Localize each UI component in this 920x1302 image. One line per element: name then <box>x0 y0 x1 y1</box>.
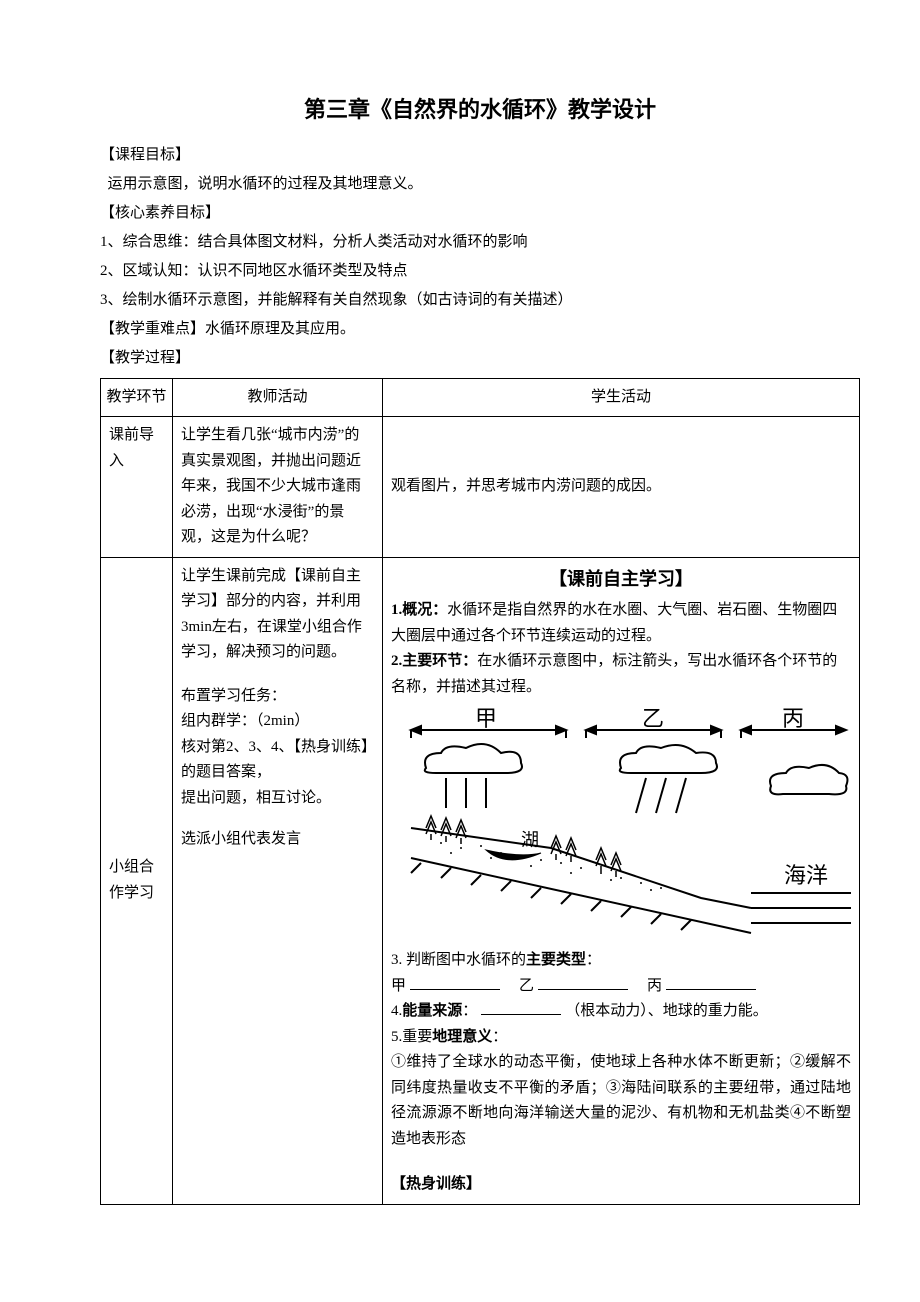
p1-label: 1.概况： <box>391 602 447 618</box>
p5-b: 地理意义 <box>432 1029 492 1045</box>
blank-energy <box>481 1000 561 1015</box>
prestudy-p1: 1.概况：水循环是指自然界的水在水圈、大气圈、岩石圈、生物圈四大圈层中通过各个环… <box>391 598 851 649</box>
table-row: 课前导入 让学生看几张“城市内涝”的真实景观图，并抛出问题近年来，我国不少大城市… <box>101 417 860 558</box>
header-student: 学生活动 <box>383 378 860 417</box>
p3-bing: 丙 <box>647 978 662 994</box>
p4-b: 能量来源 <box>402 1003 462 1019</box>
table-header-row: 教学环节 教师活动 学生活动 <box>101 378 860 417</box>
cell-student-intro: 观看图片，并思考城市内涝问题的成因。 <box>383 417 860 558</box>
prestudy-p4: 4.能量来源： （根本动力）、地球的重力能。 <box>391 999 851 1025</box>
p4-c: ： <box>462 1003 477 1019</box>
text-cl3: 3、绘制水循环示意图，并能解释有关自然现象（如古诗词的有关描述） <box>100 287 860 314</box>
cell-student-group: 【课前自主学习】 1.概况：水循环是指自然界的水在水圈、大气圈、岩石圈、生物圈四… <box>383 557 860 1204</box>
teacher-text-b2: 组内群学：（2min） <box>181 709 374 735</box>
warmup-title: 【热身训练】 <box>391 1172 851 1198</box>
diagram-label-lake: 湖 <box>521 830 539 850</box>
cell-phase-group: 小组合作学习 <box>101 557 173 1204</box>
header-teacher: 教师活动 <box>173 378 383 417</box>
page-title: 第三章《自然界的水循环》教学设计 <box>100 90 860 130</box>
prestudy-p5: 5.重要地理意义： <box>391 1025 851 1051</box>
p4-d: （根本动力）、地球的重力能。 <box>565 1003 768 1019</box>
p1-text: 水循环是指自然界的水在水圈、大气圈、岩石圈、生物圈四大圈层中通过各个环节连续运动… <box>391 602 837 644</box>
teacher-text-b1: 布置学习任务： <box>181 684 374 710</box>
text-course-goal: 运用示意图，说明水循环的过程及其地理意义。 <box>100 171 860 198</box>
p3-a: 3. 判断图中水循环的 <box>391 952 526 968</box>
p3-yi: 乙 <box>519 978 534 994</box>
blank-yi <box>538 975 628 990</box>
p4-a: 4. <box>391 1003 402 1019</box>
cell-phase-intro: 课前导入 <box>101 417 173 558</box>
label-process: 【教学过程】 <box>100 345 860 372</box>
diagram-label-yi: 乙 <box>642 708 664 731</box>
diagram-label-jia: 甲 <box>475 708 497 731</box>
label-core-literacy: 【核心素养目标】 <box>100 200 860 227</box>
prestudy-p3-blanks: 甲 乙 丙 <box>391 974 851 1000</box>
header-phase: 教学环节 <box>101 378 173 417</box>
blank-jia <box>410 975 500 990</box>
table-row: 小组合作学习 让学生课前完成【课前自主学习】部分的内容，并利用3min左右，在课… <box>101 557 860 1204</box>
teacher-text-a: 让学生课前完成【课前自主学习】部分的内容，并利用3min左右，在课堂小组合作学习… <box>181 564 374 666</box>
water-cycle-diagram: 甲 乙 丙 <box>391 708 851 938</box>
intro-block: 【课程目标】 运用示意图，说明水循环的过程及其地理意义。 【核心素养目标】 1、… <box>100 142 860 372</box>
p5-a: 5.重要 <box>391 1029 432 1045</box>
prestudy-p2: 2.主要环节：在水循环示意图中，标注箭头，写出水循环各个环节的名称，并描述其过程… <box>391 649 851 700</box>
label-key-difficulty: 【教学重难点】水循环原理及其应用。 <box>100 316 860 343</box>
p5-c: ： <box>492 1029 507 1045</box>
diagram-label-bing: 丙 <box>782 708 804 731</box>
prestudy-p3: 3. 判断图中水循环的主要类型： <box>391 948 851 974</box>
cell-teacher-intro: 让学生看几张“城市内涝”的真实景观图，并抛出问题近年来，我国不少大城市逢雨必涝，… <box>173 417 383 558</box>
teacher-text-b3: 核对第2、3、4、【热身训练】的题目答案， <box>181 735 374 786</box>
prestudy-title: 【课前自主学习】 <box>391 564 851 595</box>
teacher-text-b5: 选派小组代表发言 <box>181 827 374 853</box>
p2-label: 2.主要环节： <box>391 653 477 669</box>
p3-b: 主要类型 <box>526 952 586 968</box>
cell-teacher-group: 让学生课前完成【课前自主学习】部分的内容，并利用3min左右，在课堂小组合作学习… <box>173 557 383 1204</box>
prestudy-p5-text: ①维持了全球水的动态平衡，使地球上各种水体不断更新；②缓解不同纬度热量收支不平衡… <box>391 1050 851 1152</box>
p3-c: ： <box>586 952 601 968</box>
teaching-process-table: 教学环节 教师活动 学生活动 课前导入 让学生看几张“城市内涝”的真实景观图，并… <box>100 378 860 1205</box>
blank-bing <box>666 975 756 990</box>
text-cl2: 2、区域认知：认识不同地区水循环类型及特点 <box>100 258 860 285</box>
text-cl1: 1、综合思维：结合具体图文材料，分析人类活动对水循环的影响 <box>100 229 860 256</box>
label-course-goal: 【课程目标】 <box>100 142 860 169</box>
teacher-text-b4: 提出问题，相互讨论。 <box>181 786 374 812</box>
p3-jia: 甲 <box>391 978 406 994</box>
diagram-label-ocean: 海洋 <box>784 863 828 888</box>
